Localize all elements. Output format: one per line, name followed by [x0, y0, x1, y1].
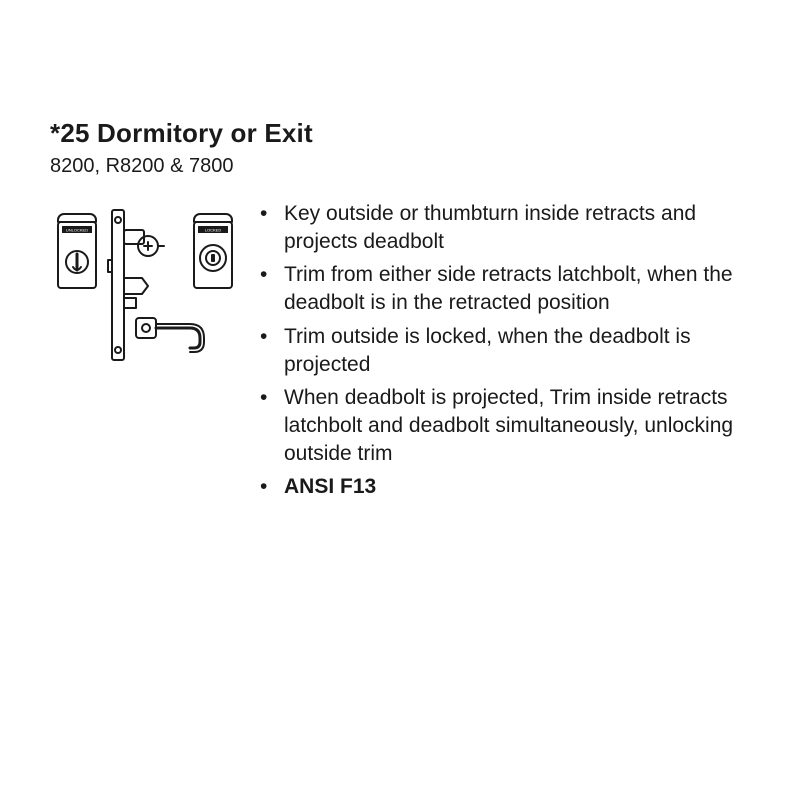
svg-text:LOCKED: LOCKED [205, 228, 222, 233]
section-title: *25 Dormitory or Exit [50, 118, 750, 149]
content-row: UNLOCKED [50, 200, 750, 507]
lock-diagram: UNLOCKED [50, 200, 240, 400]
list-item: Key outside or thumbturn inside retracts… [258, 200, 740, 255]
list-item: Trim from either side retracts latchbolt… [258, 261, 740, 316]
list-item: Trim outside is locked, when the deadbol… [258, 323, 740, 378]
model-subtitle: 8200, R8200 & 7800 [50, 155, 750, 178]
svg-text:UNLOCKED: UNLOCKED [66, 228, 88, 233]
list-item: When deadbolt is projected, Trim inside … [258, 384, 740, 467]
feature-list: Key outside or thumbturn inside retracts… [258, 200, 750, 507]
list-item: ANSI F13 [258, 473, 740, 501]
